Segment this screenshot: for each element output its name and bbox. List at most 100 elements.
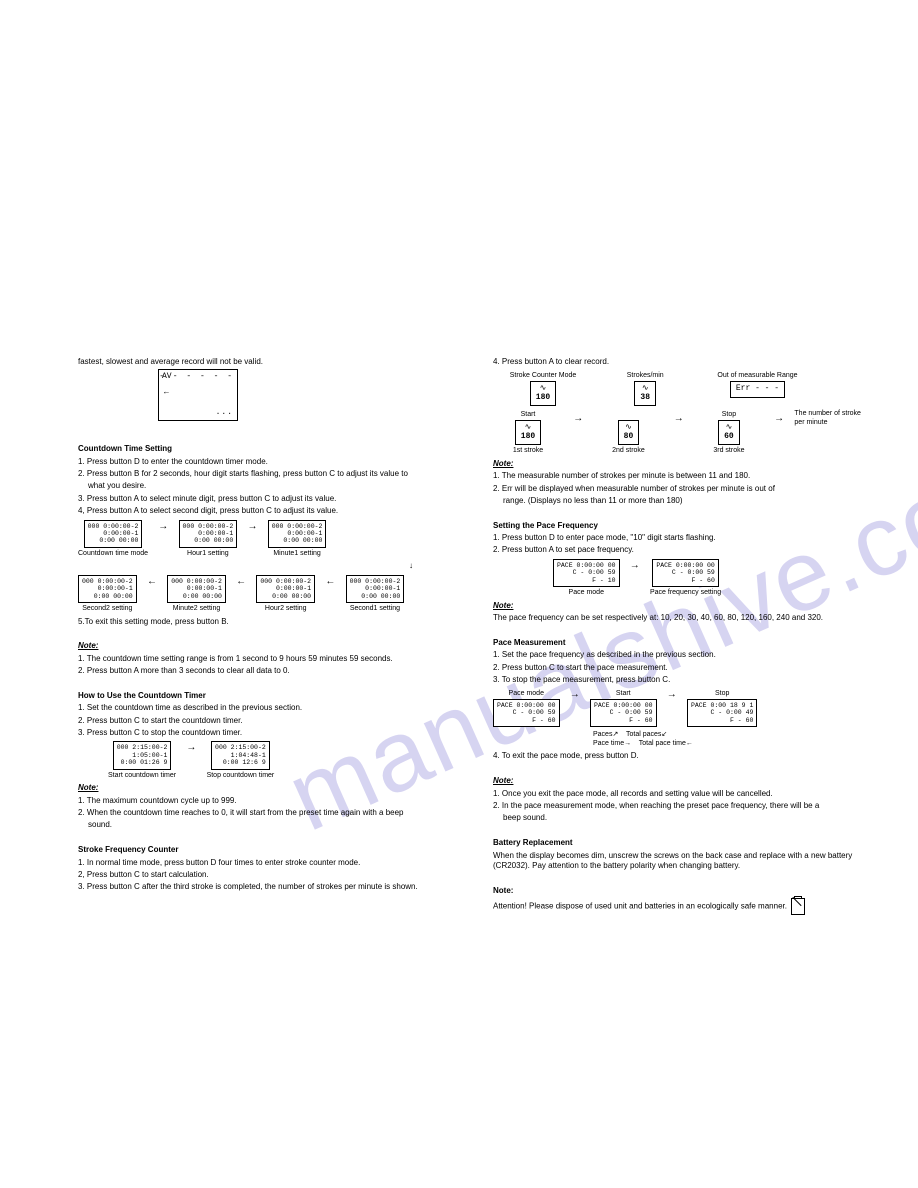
countdown-display: 000 0:00:00-2 0:00:00-1 0:00 00:00 <box>346 575 405 603</box>
stroke-row-labels: Stroke Counter Mode ∿180 Strokes/min ∿38… <box>493 370 878 406</box>
side-label: Total pace time <box>639 740 686 747</box>
arrow-right-icon: → <box>622 559 648 572</box>
note-text: range. (Displays no less than 11 or more… <box>493 496 878 506</box>
br-text: When the display becomes dim, unscrew th… <box>493 851 878 872</box>
countdown-display: 000 0:00:00-2 0:00:00-1 0:00 00:00 <box>256 575 315 603</box>
spf-step: 2. Press button A to set pace frequency. <box>493 545 878 555</box>
countdown-timer-row: 000 2:15:00-2 1:05:00-1 0:00 01:26 9 Sta… <box>78 741 463 780</box>
arrow-right-icon: → <box>766 412 792 425</box>
note-label: Note: <box>78 783 463 793</box>
av-dashes: - - - - - - <box>159 372 234 382</box>
display-caption: Start countdown timer <box>108 772 176 779</box>
display-caption: Pace mode <box>569 589 604 596</box>
column-label: Out of measurable Range <box>717 372 797 379</box>
pm-step: 4. To exit the pace mode, press button D… <box>493 751 878 761</box>
note-text: 1. Once you exit the pace mode, all reco… <box>493 789 878 799</box>
countdown-display: 000 0:00:00-2 0:00:00-1 0:00 00:00 <box>167 575 226 603</box>
av-ellipsis: ... <box>216 408 233 418</box>
arrow-right-icon: → <box>150 520 176 533</box>
column-label <box>627 411 629 418</box>
stroke-display: ∿60 <box>718 420 740 446</box>
page: manualshive.com fastest, slowest and ave… <box>0 0 918 1188</box>
display-caption: Second1 setting <box>350 605 400 612</box>
arrow-right-icon: → <box>562 688 588 701</box>
sfc-heading: Stroke Frequency Counter <box>78 845 463 855</box>
note-text: 2. Press button A more than 3 seconds to… <box>78 666 463 676</box>
note-label: Note: <box>493 776 878 786</box>
note-label: Note: <box>493 459 878 469</box>
cts-step: what you desire. <box>78 481 463 491</box>
howto-step: 2. Press button C to start the countdown… <box>78 716 463 726</box>
pm-step: 3. To stop the pace measurement, press b… <box>493 675 878 685</box>
pace-display: PACE 0:00:00 00 C - 0:00 59 F - 60 <box>590 699 657 727</box>
arrow-left-icon: ← <box>228 575 254 588</box>
right-column: 4. Press button A to clear record. Strok… <box>493 355 878 917</box>
sfc-step: 1. In normal time mode, press button D f… <box>78 858 463 868</box>
stroke-display: ∿180 <box>515 420 541 446</box>
side-note: The number of stroke per minute <box>794 409 864 427</box>
display-caption: Minute1 setting <box>273 550 320 557</box>
note-text: beep sound. <box>493 813 878 823</box>
display-caption: Minute2 setting <box>173 605 220 612</box>
arrow-right-icon: → <box>239 520 265 533</box>
column-label: Start <box>616 690 631 697</box>
column-label: Pace mode <box>509 690 544 697</box>
intro-text: fastest, slowest and average record will… <box>78 357 463 367</box>
pace-display: PACE 0:00 18 9 1 C - 0:00 49 F - 60 <box>687 699 757 727</box>
column-label: Stop <box>722 411 736 418</box>
exit-line: 5.To exit this setting mode, press butto… <box>78 617 463 627</box>
pm-step: 2. Press button C to start the pace meas… <box>493 663 878 673</box>
cts-step: 2. Press button B for 2 seconds, hour di… <box>78 469 463 479</box>
countdown-display: 000 2:15:00-2 1:04:48-1 0:00 12:6 9 <box>211 741 270 769</box>
av-arrow-icon: ← <box>164 388 169 398</box>
cts-heading: Countdown Time Setting <box>78 444 463 454</box>
pm-step: 1. Set the pace frequency as described i… <box>493 650 878 660</box>
pace-display: PACE 0:00:00 00 C - 0:00 59 F - 10 <box>553 559 620 587</box>
note-text: sound. <box>78 820 463 830</box>
countdown-display: 000 2:15:00-2 1:05:00-1 0:00 01:26 9 <box>113 741 172 769</box>
recycle-bin-icon <box>791 898 805 915</box>
pm-heading: Pace Measurement <box>493 638 878 648</box>
spf-heading: Setting the Pace Frequency <box>493 521 878 531</box>
display-caption: Pace frequency setting <box>650 589 721 596</box>
final-note-label: Note: <box>493 886 878 896</box>
arrow-left-icon: ← <box>317 575 343 588</box>
countdown-display: 000 0:00:00-2 0:00:00-1 0:00 00:00 <box>179 520 238 548</box>
cts-step: 3. Press button A to select minute digit… <box>78 494 463 504</box>
countdown-display: 000 0:00:00-2 0:00:00-1 0:00 00:00 <box>268 520 327 548</box>
display-caption: Stop countdown timer <box>207 772 275 779</box>
pace-display: PACE 0:00:00 00 C - 0:00 59 F - 60 <box>652 559 719 587</box>
stroke-display: ∿180 <box>530 381 556 407</box>
arrow-right-icon: → <box>565 412 591 425</box>
column-label: Stroke Counter Mode <box>510 372 577 379</box>
display-caption: Hour1 setting <box>187 550 229 557</box>
side-label: Total paces <box>626 731 661 738</box>
cts-step: 1. Press button D to enter the countdown… <box>78 457 463 467</box>
side-label: Paces <box>593 731 612 738</box>
howto-step: 1. Set the countdown time as described i… <box>78 703 463 713</box>
display-caption: 2nd stroke <box>612 447 645 454</box>
cts-step: 4, Press button A to select second digit… <box>78 506 463 516</box>
side-label: Pace time <box>593 740 624 747</box>
countdown-display: 000 0:00:00-2 0:00:00-1 0:00 00:00 <box>78 575 137 603</box>
arrow-right-icon: → <box>178 741 204 754</box>
stroke-display: ∿38 <box>634 381 656 407</box>
display-caption: Second2 setting <box>82 605 132 612</box>
note-text: 1. The countdown time setting range is f… <box>78 654 463 664</box>
note-label: Note: <box>493 601 878 611</box>
arrow-down-icon: ↓ <box>78 561 463 571</box>
stroke-display: Err - - - <box>730 381 785 398</box>
final-note-text: Attention! Please dispose of used unit a… <box>493 902 787 911</box>
arrow-right-icon: → <box>659 688 685 701</box>
pm-side-labels: Paces↗ Total paces↙ Pace time→ Total pac… <box>493 730 878 748</box>
howto-heading: How to Use the Countdown Timer <box>78 691 463 701</box>
br-heading: Battery Replacement <box>493 838 878 848</box>
note-text: 2. In the pace measurement mode, when re… <box>493 801 878 811</box>
pace-display: PACE 0:00:00 00 C - 0:00 59 F - 60 <box>493 699 560 727</box>
display-caption: Hour2 setting <box>265 605 307 612</box>
sfc-step: 3. Press button C after the third stroke… <box>78 882 463 892</box>
note-text: 1. The measurable number of strokes per … <box>493 471 878 481</box>
display-row-2: 000 0:00:00-2 0:00:00-1 0:00 00:00 Secon… <box>78 575 463 614</box>
av-display-box: AV - - - - - - ← ... <box>158 369 238 421</box>
howto-step: 3. Press button C to stop the countdown … <box>78 728 463 738</box>
